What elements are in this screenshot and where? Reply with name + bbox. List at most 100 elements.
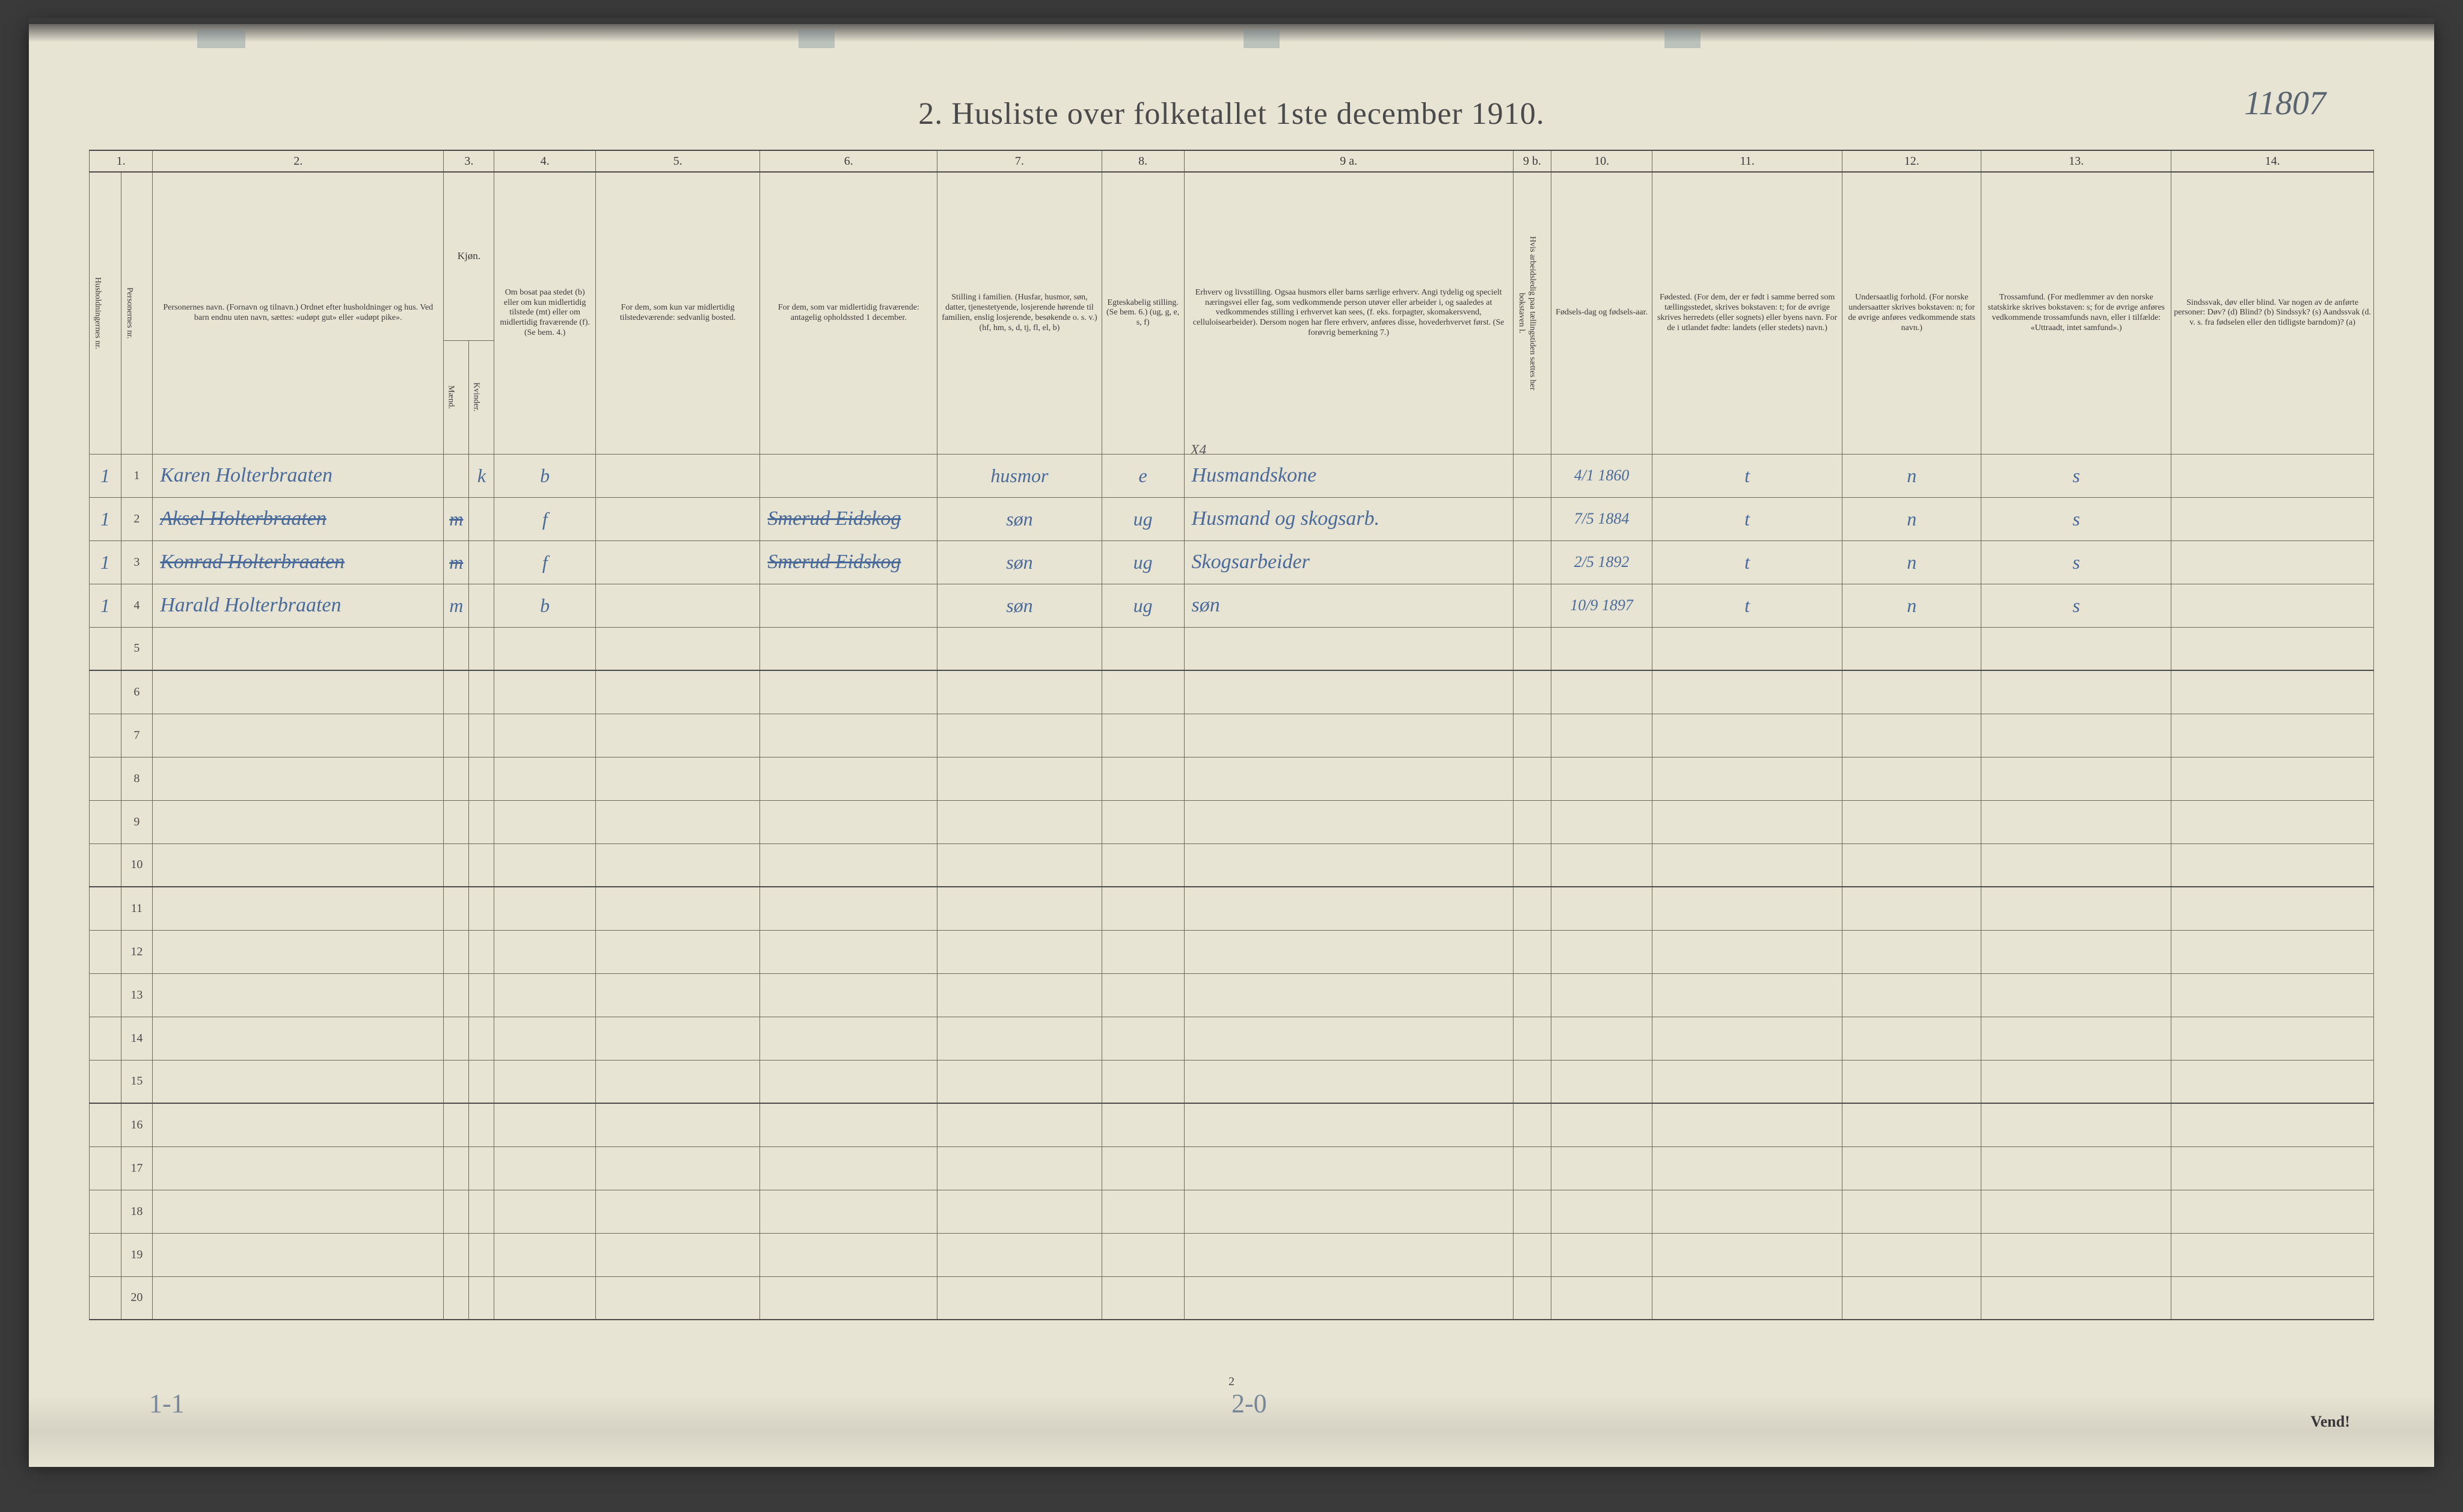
cell-birthplace: t	[1652, 454, 1842, 497]
cell-empty	[494, 1103, 595, 1146]
cell-empty	[1981, 973, 2171, 1017]
cell-empty	[2171, 1103, 2374, 1146]
cell-empty	[469, 843, 494, 887]
cell-empty	[153, 1233, 444, 1276]
cell-empty	[1513, 800, 1551, 843]
cell-temp-absent: Smerud Eidskog	[760, 540, 937, 584]
cell-sex-k: k	[469, 454, 494, 497]
cell-empty	[1652, 757, 1842, 800]
cell-empty	[1513, 670, 1551, 714]
cell-empty	[1551, 1233, 1652, 1276]
cell-empty	[494, 1276, 595, 1320]
cell-empty	[1842, 1103, 1981, 1146]
cell-empty	[1102, 1146, 1184, 1190]
cell-empty	[2171, 1146, 2374, 1190]
cell-empty	[2171, 887, 2374, 930]
cell-empty	[2171, 627, 2374, 670]
cell-empty	[1652, 1276, 1842, 1320]
cell-empty	[937, 800, 1102, 843]
cell-empty	[1513, 1103, 1551, 1146]
cell-empty	[1551, 843, 1652, 887]
cell-sex-m: m	[444, 584, 469, 627]
cell-empty	[1513, 1146, 1551, 1190]
cell-sex-m: m	[444, 540, 469, 584]
cell-empty	[1652, 930, 1842, 973]
cell-person-num: 5	[121, 627, 153, 670]
document-title: 2. Husliste over folketallet 1ste decemb…	[89, 96, 2374, 132]
cell-faith: s	[1981, 540, 2171, 584]
cell-family: husmor	[937, 454, 1102, 497]
cell-empty	[153, 1146, 444, 1190]
cell-empty	[1981, 887, 2171, 930]
cell-empty	[90, 1103, 121, 1146]
cell-empty	[760, 1103, 937, 1146]
cell-empty	[469, 1190, 494, 1233]
cell-empty	[90, 973, 121, 1017]
col-num: 1.	[90, 150, 153, 172]
cell-empty	[1842, 670, 1981, 714]
cell-empty	[937, 887, 1102, 930]
cell-empty	[1184, 757, 1513, 800]
cell-empty	[469, 757, 494, 800]
cell-empty	[1102, 1103, 1184, 1146]
cell-empty	[1102, 1190, 1184, 1233]
cell-empty	[1184, 843, 1513, 887]
cell-empty	[2171, 1190, 2374, 1233]
table-row: 1 1 Karen Holterbraaten k b husmor e X4H…	[90, 454, 2374, 497]
cell-empty	[1102, 1017, 1184, 1060]
cell-empty	[469, 973, 494, 1017]
cell-empty	[1513, 1233, 1551, 1276]
cell-household-num: 1	[90, 584, 121, 627]
cell-occupation: Husmand og skogsarb.	[1184, 497, 1513, 540]
col-num: 4.	[494, 150, 595, 172]
cell-unemployed	[1513, 454, 1551, 497]
cell-empty	[494, 973, 595, 1017]
cell-person-num: 2	[121, 497, 153, 540]
cell-empty	[760, 800, 937, 843]
cell-empty	[760, 843, 937, 887]
cell-empty	[1842, 800, 1981, 843]
table-row: 12	[90, 930, 2374, 973]
cell-empty	[1652, 627, 1842, 670]
header-disability: Sindssvak, døv eller blind. Var nogen av…	[2171, 172, 2374, 454]
col-num: 13.	[1981, 150, 2171, 172]
cell-status: b	[494, 454, 595, 497]
cell-empty	[494, 1017, 595, 1060]
header-unemployed: Hvis arbeidsledig paa tællingstiden sætt…	[1513, 172, 1551, 454]
cell-person-num: 9	[121, 800, 153, 843]
cell-empty	[760, 887, 937, 930]
table-row: 16	[90, 1103, 2374, 1146]
cell-person-num: 7	[121, 714, 153, 757]
cell-empty	[1981, 670, 2171, 714]
cell-empty	[937, 1233, 1102, 1276]
cell-household-num: 1	[90, 497, 121, 540]
cell-empty	[1102, 757, 1184, 800]
cell-empty	[153, 627, 444, 670]
col-num: 9 b.	[1513, 150, 1551, 172]
col-num: 3.	[444, 150, 494, 172]
cell-empty	[1102, 714, 1184, 757]
cell-empty	[1513, 930, 1551, 973]
cell-empty	[1102, 670, 1184, 714]
tape-mark	[1244, 30, 1280, 48]
cell-marital: ug	[1102, 540, 1184, 584]
cell-temp-present	[595, 584, 760, 627]
cell-empty	[1102, 930, 1184, 973]
cell-sex-k	[469, 497, 494, 540]
cell-empty	[937, 1103, 1102, 1146]
cell-empty	[760, 757, 937, 800]
cell-empty	[760, 1276, 937, 1320]
cell-status: f	[494, 497, 595, 540]
cell-empty	[90, 1146, 121, 1190]
cell-empty	[1551, 1103, 1652, 1146]
cell-empty	[90, 1276, 121, 1320]
cell-empty	[494, 1233, 595, 1276]
cell-empty	[595, 1146, 760, 1190]
cell-empty	[595, 1190, 760, 1233]
header-sex: Kjøn.	[444, 172, 494, 340]
cell-empty	[1842, 1190, 1981, 1233]
cell-person-num: 12	[121, 930, 153, 973]
cell-empty	[90, 1190, 121, 1233]
cell-empty	[595, 670, 760, 714]
cell-empty	[444, 973, 469, 1017]
